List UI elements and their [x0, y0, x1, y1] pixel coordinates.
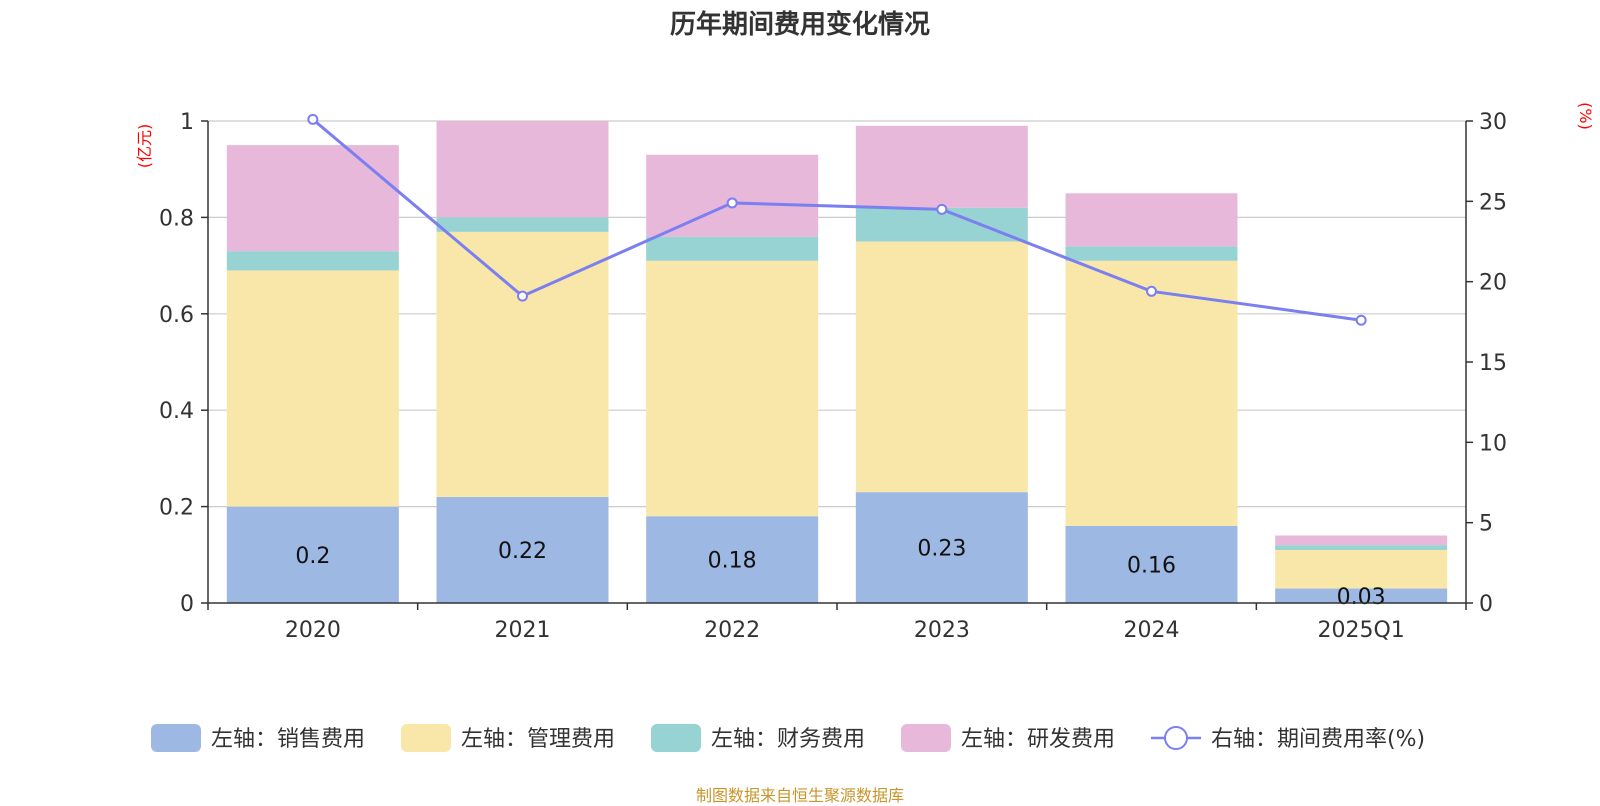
bar-segment	[436, 121, 609, 218]
data-label: 0.2	[295, 544, 330, 569]
bar-segment	[646, 516, 819, 603]
bar-segment	[1275, 549, 1448, 589]
bar-segment	[226, 506, 399, 603]
data-label-layer: 0.2 0.22 0.18 0.23 0.16 0.03	[295, 537, 1385, 610]
data-label: 0.03	[1337, 585, 1386, 610]
left-tick-label: 0.8	[159, 206, 194, 231]
right-tick-label: 25	[1479, 190, 1507, 215]
legend-label: 左轴：财务费用	[711, 727, 865, 752]
legend-swatch	[651, 724, 701, 752]
left-tick-label: 0	[180, 592, 194, 617]
legend-label: 左轴：研发费用	[961, 727, 1115, 752]
right-axis-unit: (%)	[1576, 102, 1595, 130]
bar-segment	[1275, 545, 1448, 550]
bar-segment	[646, 236, 819, 261]
source-footer: 制图数据来自恒生聚源数据库	[695, 786, 904, 805]
x-tick-label: 2022	[704, 618, 760, 643]
bar-segment	[1275, 535, 1448, 546]
bar-segment	[1065, 193, 1238, 247]
left-tick-label: 0.4	[159, 399, 194, 424]
bar-segment	[646, 260, 819, 517]
bar-segment	[1065, 260, 1238, 526]
x-tick-label: 2024	[1124, 618, 1180, 643]
bar-segment	[1065, 525, 1238, 603]
legend-swatch	[401, 724, 451, 752]
left-tick-label: 0.2	[159, 496, 194, 521]
rate-line	[311, 118, 1362, 322]
legend-swatch	[901, 724, 951, 752]
legend: 左轴：销售费用 左轴：管理费用 左轴：财务费用 左轴：研发费用 右轴：期间费用率(%)	[151, 724, 1425, 752]
legend-label: 左轴：销售费用	[211, 727, 365, 752]
rate-point	[936, 203, 948, 215]
data-label: 0.23	[917, 537, 966, 562]
bar-segment	[436, 231, 609, 497]
rate-point	[1146, 285, 1157, 297]
bar-segment	[646, 154, 819, 237]
chart-title: 历年期间费用变化情况	[669, 10, 930, 40]
data-label: 0.18	[708, 549, 757, 574]
x-tick-label: 2025Q1	[1318, 618, 1405, 643]
bar-segment	[436, 496, 609, 603]
bar-segment	[1065, 246, 1238, 261]
right-tick-label: 15	[1479, 351, 1507, 376]
legend-label: 右轴：期间费用率(%)	[1211, 727, 1425, 752]
right-tick-label: 0	[1479, 592, 1493, 617]
left-tick-label: 0.6	[159, 303, 194, 328]
x-tick-label: 2020	[285, 618, 341, 643]
right-tick-label: 10	[1479, 431, 1507, 456]
bar-segment	[855, 125, 1028, 208]
bar-layer	[226, 121, 1448, 603]
rate-point	[307, 113, 319, 125]
x-tick-label: 2021	[495, 618, 551, 643]
bar-segment	[855, 492, 1028, 603]
legend-line-marker	[1164, 726, 1188, 750]
grid-lines	[208, 120, 1466, 508]
rate-line-layer	[307, 113, 1367, 326]
bar-segment	[226, 270, 399, 507]
left-axis-unit: (亿元)	[135, 124, 154, 169]
rate-point	[1355, 314, 1367, 326]
legend-swatch	[151, 724, 201, 752]
right-tick-label: 20	[1479, 271, 1507, 296]
bar-segment	[855, 241, 1028, 493]
left-tick-label: 1	[180, 110, 194, 135]
right-tick-label: 5	[1479, 512, 1493, 537]
right-tick-label: 30	[1479, 110, 1507, 135]
rate-point	[517, 290, 528, 302]
bar-segment	[226, 251, 399, 271]
rate-point	[726, 197, 738, 209]
data-label: 0.22	[498, 539, 547, 564]
legend-label: 左轴：管理费用	[461, 727, 615, 752]
bar-segment	[226, 145, 399, 252]
bar-segment	[436, 217, 609, 232]
x-tick-label: 2023	[914, 618, 970, 643]
bar-segment	[1275, 588, 1448, 603]
data-label: 0.16	[1127, 553, 1176, 578]
